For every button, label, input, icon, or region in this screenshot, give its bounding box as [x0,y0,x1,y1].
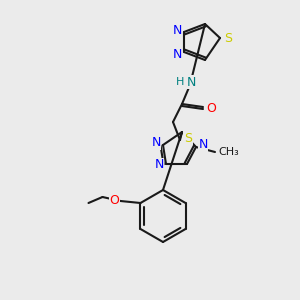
Text: O: O [206,101,216,115]
Text: N: N [172,23,182,37]
Text: N: N [186,76,196,88]
Text: N: N [198,139,208,152]
Text: O: O [110,194,119,206]
Text: CH₃: CH₃ [219,147,239,157]
Text: S: S [224,32,232,44]
Text: N: N [154,158,164,172]
Text: N: N [172,47,182,61]
Text: N: N [151,136,161,149]
Text: S: S [184,131,192,145]
Text: H: H [176,77,184,87]
